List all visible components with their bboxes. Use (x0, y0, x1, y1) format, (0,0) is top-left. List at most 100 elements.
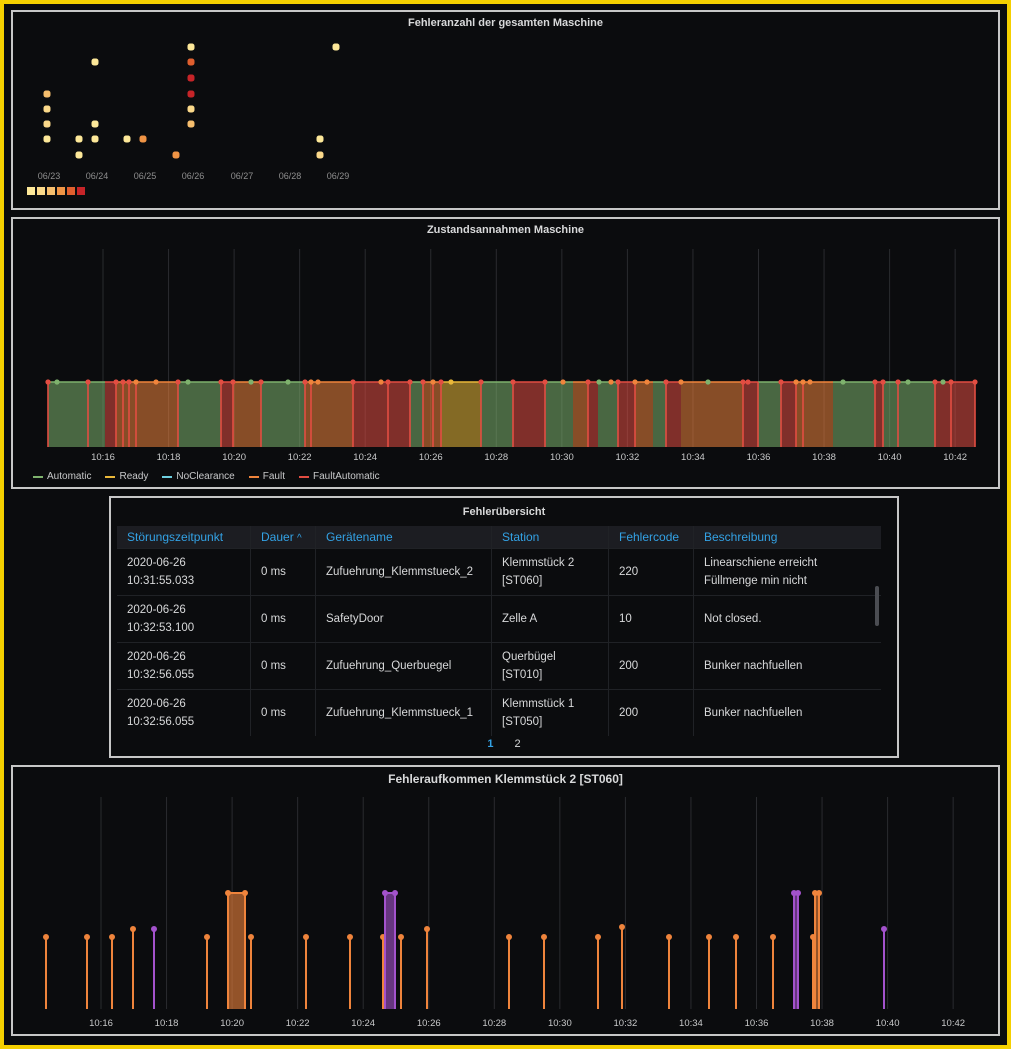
page-1-link[interactable]: 1 (487, 738, 494, 750)
legend-label: Fault (262, 471, 285, 482)
error-point (303, 934, 309, 940)
state-segment (441, 382, 481, 447)
x-tick-label: 06/26 (182, 171, 205, 181)
table-row[interactable]: 2020-06-26 10:31:55.033 0 ms Zufuehrung_Kle… (117, 548, 881, 596)
error-point (595, 934, 601, 940)
heatmap-cell (43, 120, 51, 128)
x-tick-label: 10:40 (876, 1018, 900, 1029)
state-point (175, 379, 181, 385)
state-point (248, 379, 254, 385)
error-point (130, 926, 136, 932)
x-tick-label: 10:28 (482, 1018, 506, 1029)
x-tick-label: 10:38 (812, 452, 836, 463)
state-segment (48, 382, 88, 447)
state-point (585, 379, 591, 385)
state-point (230, 379, 236, 385)
state-point (932, 379, 938, 385)
table-header-row: Störungszeitpunkt Dauer ^ Gerätename Sta… (117, 526, 881, 549)
column-header-time[interactable]: Störungszeitpunkt (117, 526, 251, 549)
scale-swatch (57, 187, 65, 195)
heatmap-cell (75, 135, 83, 143)
table-row[interactable]: 2020-06-26 10:32:56.055 0 ms Zufuehrung_Que… (117, 642, 881, 690)
state-segment (758, 382, 781, 447)
cell-station: Klemmstück 2 [ST060] (491, 548, 609, 596)
cell-time: 2020-06-26 10:32:56.055 (117, 689, 251, 736)
state-segment (935, 382, 951, 447)
cell-device: Zufuehrung_Querbuegel (315, 642, 492, 690)
state-point (778, 379, 784, 385)
state-segment (261, 382, 268, 447)
heatmap-cell (43, 135, 51, 143)
state-segment (598, 382, 618, 447)
panel-title: Fehleranzahl der gesamten Maschine (407, 17, 603, 29)
heatmap-cell (187, 74, 195, 82)
legend-item[interactable]: NoClearance (162, 471, 235, 482)
legend-item[interactable]: Ready (105, 471, 148, 482)
x-tick-label: 06/28 (279, 171, 302, 181)
legend-label: NoClearance (176, 471, 235, 482)
error-block (385, 893, 395, 1009)
column-header-code[interactable]: Fehlercode (608, 526, 694, 549)
heatmap-cell (91, 120, 99, 128)
column-header-description[interactable]: Beschreibung (693, 526, 881, 549)
state-point (615, 379, 621, 385)
states-panel: Zustandsannahmen Maschine 10:16 10:18 10:2… (11, 217, 1000, 489)
cell-time: 2020-06-26 10:32:53.100 (117, 595, 251, 643)
table-row[interactable]: 2020-06-26 10:32:53.100 0 ms SafetyDoor Zell… (117, 595, 881, 643)
state-segment (221, 382, 233, 447)
state-point (478, 379, 484, 385)
legend-item[interactable]: Automatic (33, 471, 91, 482)
legend-item[interactable]: FaultAutomatic (298, 471, 380, 482)
state-point (420, 379, 426, 385)
state-point (85, 379, 91, 385)
state-point (126, 379, 132, 385)
state-point (302, 379, 308, 385)
x-tick-label: 10:42 (941, 1018, 965, 1029)
state-segment (388, 382, 410, 447)
state-segment (410, 382, 423, 447)
state-segment (481, 382, 513, 447)
state-segment (545, 382, 573, 447)
state-segment (188, 382, 221, 447)
error-block (794, 893, 798, 1009)
x-tick-label: 06/23 (38, 171, 61, 181)
cell-device: Zufuehrung_Klemmstueck_1 (315, 689, 492, 736)
heatmap-cell (91, 135, 99, 143)
x-tick-label: 06/27 (231, 171, 254, 181)
error-point (881, 926, 887, 932)
table-scrollbar[interactable] (875, 586, 879, 626)
state-point (54, 379, 60, 385)
page-2-link[interactable]: 2 (514, 738, 521, 750)
heatmap-cell (316, 151, 324, 159)
cell-description: Bunker nachfuellen (693, 689, 881, 736)
cell-duration: 0 ms (250, 642, 316, 690)
error-point (248, 934, 254, 940)
heatmap-cell (187, 105, 195, 113)
state-segment (88, 382, 105, 447)
heatmap-cell (187, 43, 195, 51)
column-header-device[interactable]: Gerätename (315, 526, 492, 549)
column-header-station[interactable]: Station (491, 526, 609, 549)
table-row[interactable]: 2020-06-26 10:32:56.055 0 ms Zufuehrung_Kle… (117, 689, 881, 736)
state-point (972, 379, 978, 385)
error-point (424, 926, 430, 932)
state-point (705, 379, 711, 385)
cell-device: SafetyDoor (315, 595, 492, 643)
state-point (315, 379, 321, 385)
state-point (800, 379, 806, 385)
scale-swatch (27, 187, 35, 195)
error-point (84, 934, 90, 940)
cell-device: Zufuehrung_Klemmstueck_2 (315, 548, 492, 596)
states-legend: Automatic Ready NoClearance Fault FaultAutom… (33, 471, 380, 482)
state-point (793, 379, 799, 385)
x-tick-label: 10:18 (155, 1018, 179, 1029)
error-point (666, 934, 672, 940)
cell-station: Klemmstück 1 [ST050] (491, 689, 609, 736)
column-header-duration[interactable]: Dauer ^ (250, 526, 316, 549)
state-segment (951, 382, 975, 447)
legend-item[interactable]: Fault (248, 471, 285, 482)
occurrences-panel: Fehleraufkommen Klemmstück 2 [ST060] 10:… (11, 765, 1000, 1036)
heatmap-chart: 06/23 06/24 06/25 06/26 06/27 06/28 06/29 (27, 43, 349, 195)
state-point (385, 379, 391, 385)
cell-duration: 0 ms (250, 689, 316, 736)
